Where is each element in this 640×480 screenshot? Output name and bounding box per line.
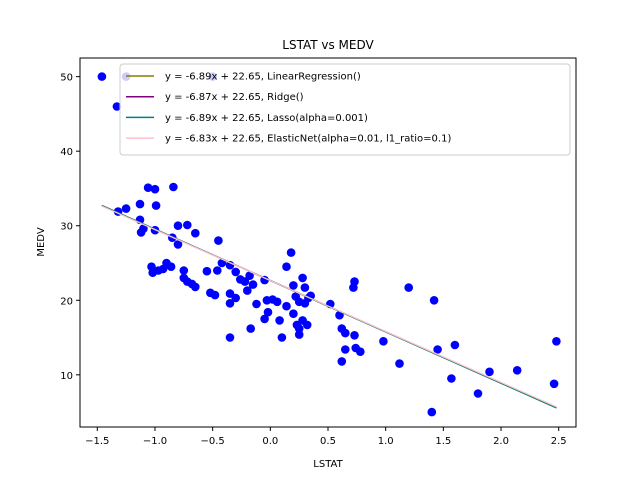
data-point bbox=[356, 347, 365, 357]
x-axis-label: LSTAT bbox=[313, 459, 343, 470]
x-tick-label: 2.5 bbox=[551, 436, 567, 447]
x-tick-label: −1.5 bbox=[85, 436, 109, 447]
data-point bbox=[210, 290, 220, 300]
data-point bbox=[240, 277, 250, 286]
data-point bbox=[173, 221, 183, 230]
data-point bbox=[350, 277, 359, 286]
data-point bbox=[289, 281, 298, 290]
data-point bbox=[289, 309, 298, 319]
data-point bbox=[272, 297, 282, 307]
legend: y = -6.89x + 22.65, LinearRegression() y … bbox=[119, 63, 571, 156]
x-tick-label: −0.5 bbox=[201, 436, 225, 447]
x-tick-label: 1.0 bbox=[378, 436, 394, 447]
data-point bbox=[335, 310, 344, 320]
data-point bbox=[447, 374, 456, 383]
data-point bbox=[485, 367, 494, 377]
y-tick-label: 50 bbox=[60, 73, 73, 84]
x-axis-ticks: −1.5 −1.0 −0.5 0.0 0.5 1.0 1.5 2.0 2.5 bbox=[85, 427, 567, 447]
data-point bbox=[169, 182, 178, 192]
regression-line bbox=[101, 205, 557, 408]
data-point bbox=[277, 333, 287, 342]
scatter-points bbox=[97, 72, 561, 417]
data-point bbox=[112, 102, 122, 111]
data-point bbox=[512, 366, 522, 375]
data-point bbox=[282, 262, 291, 272]
data-point bbox=[549, 379, 559, 389]
data-point bbox=[552, 337, 561, 346]
data-point bbox=[300, 283, 310, 292]
data-point bbox=[231, 293, 240, 303]
data-point bbox=[231, 267, 240, 277]
chart-title: LSTAT vs MEDV bbox=[282, 38, 374, 52]
data-point bbox=[213, 266, 222, 275]
legend-entry-label: y = -6.83x + 22.65, ElasticNet(alpha=0.0… bbox=[165, 134, 451, 145]
data-point bbox=[202, 266, 212, 276]
data-point bbox=[225, 299, 235, 308]
data-point bbox=[427, 407, 437, 417]
data-point bbox=[294, 324, 304, 333]
x-tick-label: −1.0 bbox=[143, 436, 167, 447]
x-tick-label: 2.0 bbox=[493, 436, 509, 447]
data-point bbox=[282, 301, 291, 311]
data-point bbox=[135, 199, 145, 209]
data-point bbox=[121, 204, 131, 213]
data-point bbox=[341, 328, 350, 338]
data-point bbox=[395, 359, 404, 368]
data-point bbox=[243, 286, 252, 295]
data-point bbox=[214, 236, 223, 245]
data-point bbox=[217, 258, 227, 268]
data-point bbox=[150, 184, 160, 194]
data-point bbox=[473, 389, 483, 398]
data-point bbox=[245, 271, 254, 281]
data-point bbox=[298, 273, 307, 283]
regression-lines bbox=[101, 204, 557, 409]
y-tick-label: 40 bbox=[60, 147, 73, 158]
y-tick-label: 10 bbox=[60, 371, 73, 382]
data-point bbox=[246, 324, 255, 333]
data-point bbox=[139, 224, 148, 233]
legend-entry-label: y = -6.89x + 22.65, Lasso(alpha=0.001) bbox=[165, 113, 368, 124]
y-axis-label: MEDV bbox=[36, 227, 47, 256]
data-point bbox=[263, 307, 273, 317]
data-point bbox=[143, 183, 153, 192]
x-tick-label: 0.5 bbox=[320, 436, 336, 447]
data-point bbox=[404, 283, 414, 292]
y-axis-ticks: 10 20 30 40 50 bbox=[60, 73, 80, 382]
data-point bbox=[337, 357, 347, 366]
data-point bbox=[252, 299, 261, 309]
data-point bbox=[300, 299, 310, 308]
data-point bbox=[286, 248, 296, 257]
data-point bbox=[183, 220, 192, 230]
data-point bbox=[341, 345, 350, 354]
data-point bbox=[151, 201, 161, 210]
data-point bbox=[298, 316, 307, 325]
data-point bbox=[166, 262, 176, 272]
data-point bbox=[173, 240, 183, 249]
data-point bbox=[450, 340, 460, 350]
legend-entry-label: y = -6.89x + 22.65, LinearRegression() bbox=[165, 72, 361, 83]
data-point bbox=[179, 266, 189, 275]
data-point bbox=[429, 296, 439, 305]
data-point bbox=[379, 337, 388, 346]
y-tick-label: 30 bbox=[60, 222, 73, 233]
legend-box bbox=[119, 63, 571, 156]
data-point bbox=[433, 345, 442, 354]
data-point bbox=[191, 228, 200, 238]
data-point bbox=[191, 282, 200, 292]
data-point bbox=[260, 314, 269, 324]
data-point bbox=[350, 331, 359, 340]
data-point bbox=[248, 280, 258, 289]
data-point bbox=[225, 333, 235, 342]
legend-entry-label: y = -6.87x + 22.65, Ridge() bbox=[165, 92, 304, 103]
data-point bbox=[260, 275, 269, 285]
y-tick-label: 20 bbox=[60, 296, 73, 307]
data-point bbox=[97, 72, 107, 81]
x-tick-label: 1.5 bbox=[435, 436, 451, 447]
data-point bbox=[275, 316, 284, 325]
x-tick-label: 0.0 bbox=[262, 436, 278, 447]
data-point bbox=[294, 330, 304, 339]
